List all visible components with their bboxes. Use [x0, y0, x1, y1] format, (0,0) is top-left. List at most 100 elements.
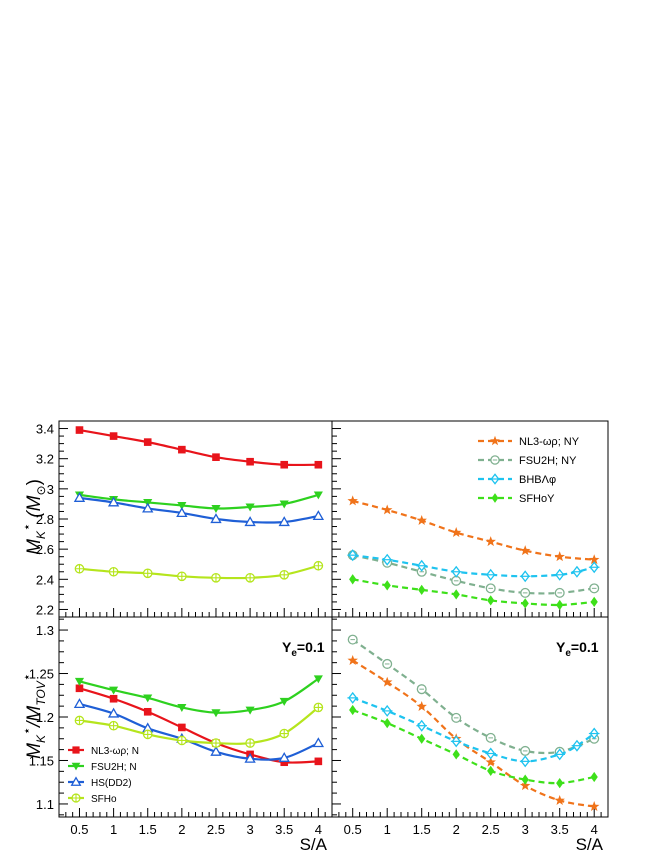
marker-star	[485, 536, 496, 547]
marker-triangle-up	[107, 707, 120, 718]
data-point	[211, 505, 221, 514]
marker-triangle-down	[313, 491, 323, 500]
x-tick-label: 2	[178, 822, 185, 837]
data-point	[177, 571, 187, 582]
data-point	[588, 554, 600, 565]
marker-diamond	[349, 574, 357, 585]
marker-triangle-down	[279, 500, 289, 509]
data-point	[177, 502, 187, 510]
marker-cross	[211, 738, 221, 748]
marker-diamond	[556, 777, 564, 789]
marker-diamond	[383, 717, 391, 729]
data-point	[75, 426, 84, 434]
data-point	[211, 738, 221, 748]
data-point	[554, 551, 565, 562]
data-point	[143, 438, 152, 446]
data-point	[314, 757, 323, 766]
marker-star	[381, 676, 393, 687]
data-point	[571, 565, 583, 578]
marker-diamond	[521, 774, 529, 785]
y-tick-label: 1.3	[36, 623, 54, 638]
marker-star	[490, 435, 500, 446]
data-point	[520, 745, 531, 756]
legend-label: FSU2H; NY	[519, 455, 577, 467]
marker-star	[381, 504, 393, 515]
marker-triangle-up	[142, 502, 154, 513]
data-point	[381, 676, 393, 687]
marker-cross	[280, 729, 289, 738]
panel-frame-top-right	[331, 420, 609, 618]
data-point	[519, 570, 531, 583]
data-point	[244, 752, 256, 763]
x-tick-label: 3.5	[551, 822, 569, 837]
x-tick-label: 0.5	[70, 822, 88, 837]
data-point	[588, 561, 600, 574]
data-point	[347, 634, 358, 645]
data-point	[313, 675, 323, 684]
legend-label: SFHo	[91, 794, 117, 805]
legend-marker	[490, 435, 500, 446]
data-point	[589, 583, 600, 594]
marker-triangle-up	[312, 737, 325, 748]
series-line-3-0	[352, 659, 595, 808]
data-point	[313, 702, 324, 713]
marker-star	[554, 551, 565, 562]
data-point	[245, 706, 255, 715]
marker-diamond	[487, 595, 495, 606]
data-point	[519, 545, 531, 556]
marker-cross	[72, 794, 80, 802]
marker-star	[416, 701, 427, 712]
marker-cross	[109, 567, 118, 576]
axes-layer: 2.2 2.4 2.6 2.8 3 3.2 3.4 1.1 1.15 1.2 1.25 1.3 0.5 1…	[29, 420, 609, 837]
legend-label: BHBΛφ	[519, 474, 556, 486]
data-point	[212, 453, 220, 461]
marker-diamond	[452, 749, 460, 760]
data-point	[418, 733, 426, 744]
legend-marker	[71, 762, 81, 771]
data-point	[485, 732, 496, 743]
data-point	[381, 504, 393, 515]
legend-label: SFHoY	[519, 493, 555, 505]
legend-marker	[490, 455, 500, 465]
marker-square	[72, 746, 80, 754]
marker-triangle-down	[245, 706, 255, 715]
x-tick-label: 3.5	[275, 822, 293, 837]
marker-square	[314, 757, 323, 766]
marker-triangle-down	[177, 502, 187, 510]
data-point	[312, 737, 325, 748]
data-point	[280, 460, 289, 469]
data-point	[381, 704, 393, 717]
marker-cross	[75, 564, 84, 573]
data-point	[211, 572, 221, 583]
data-point	[246, 457, 254, 466]
marker-triangle-down	[71, 762, 81, 771]
data-point	[177, 704, 187, 712]
marker-square	[109, 432, 118, 440]
marker-triangle-up	[176, 507, 188, 518]
data-point	[450, 565, 462, 578]
data-point	[556, 777, 564, 789]
marker-cross	[245, 738, 255, 748]
data-point	[451, 575, 462, 586]
legend-label: FSU2H; N	[91, 762, 137, 773]
legend-marker	[71, 793, 81, 803]
marker-triangle-up	[278, 516, 290, 527]
x-tick-label: 1.5	[139, 822, 157, 837]
legend-entry: HS(DD2)	[68, 776, 132, 789]
data-point	[210, 745, 222, 756]
data-point	[74, 715, 85, 726]
marker-square	[109, 694, 118, 703]
data-point	[178, 723, 186, 732]
marker-square	[143, 438, 152, 446]
data-point	[177, 735, 187, 746]
data-point	[210, 513, 222, 524]
legend-entry: FSU2H; N	[68, 762, 137, 773]
data-point	[556, 599, 564, 611]
marker-diamond	[487, 765, 495, 777]
data-point	[554, 794, 565, 805]
data-point	[278, 516, 290, 527]
marker-diamond	[556, 599, 564, 611]
y-tick-label: 2.4	[36, 572, 54, 587]
data-point	[178, 445, 186, 454]
data-point	[521, 774, 529, 785]
